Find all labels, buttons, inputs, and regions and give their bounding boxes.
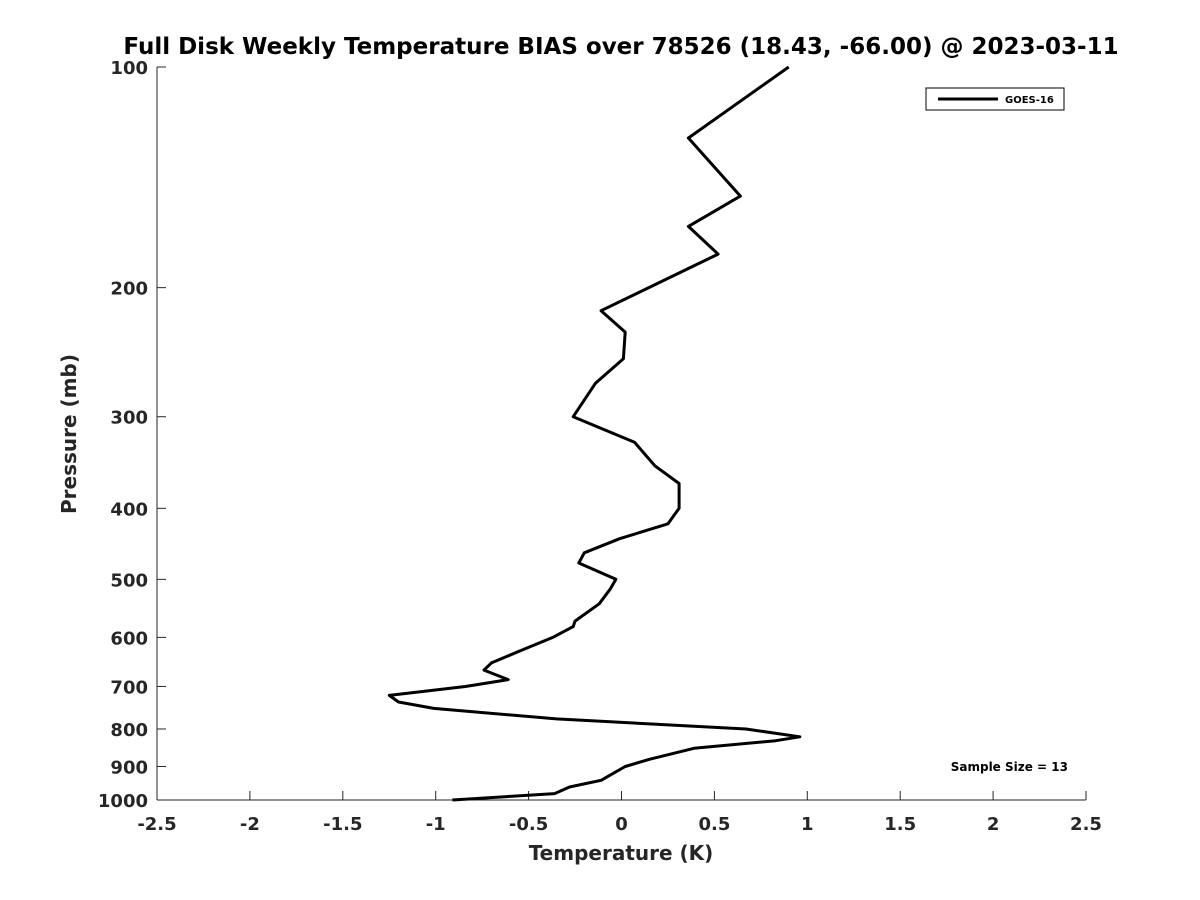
- x-tick-label: 2: [987, 814, 1000, 835]
- y-tick-label: 200: [110, 279, 148, 300]
- legend-label-goes-16: GOES-16: [1005, 95, 1054, 106]
- y-tick-label: 900: [110, 757, 148, 778]
- x-axis-label: Temperature (K): [529, 841, 714, 865]
- axes-background: [157, 67, 1086, 800]
- x-tick-label: -1: [426, 814, 446, 835]
- y-tick-label: 800: [110, 720, 148, 741]
- chart-title: Full Disk Weekly Temperature BIAS over 7…: [123, 34, 1118, 60]
- x-tick-label: 0.5: [698, 814, 730, 835]
- y-tick-label: 500: [110, 570, 148, 591]
- y-tick-label: 600: [110, 628, 148, 649]
- plot-area: [157, 67, 1086, 800]
- x-tick-label: 0: [615, 814, 628, 835]
- sample-size-annotation: Sample Size = 13: [951, 760, 1068, 774]
- x-tick-label: -2: [240, 814, 260, 835]
- y-tick-label: 400: [110, 499, 148, 520]
- y-axis-ticks: 100 200 300 400 500 600 700 800 900 1000: [98, 58, 166, 812]
- x-axis-ticks: -2.5 -2 -1.5 -1 -0.5 0 0.5 1 1.5 2 2.5: [137, 791, 1102, 835]
- y-tick-label: 1000: [98, 791, 148, 812]
- y-tick-label: 700: [110, 677, 148, 698]
- y-tick-label: 300: [110, 408, 148, 429]
- legend: GOES-16: [925, 87, 1065, 111]
- x-tick-label: 1.5: [884, 814, 916, 835]
- series-layer: [387, 65, 802, 802]
- x-tick-label: -1.5: [323, 814, 362, 835]
- series-line-goes-16: [387, 65, 802, 802]
- x-tick-label: 2.5: [1070, 814, 1102, 835]
- x-tick-label: -0.5: [509, 814, 548, 835]
- y-tick-label: 100: [110, 58, 148, 79]
- x-tick-label: -2.5: [137, 814, 176, 835]
- x-tick-label: 1: [801, 814, 814, 835]
- y-axis-label: Pressure (mb): [57, 354, 81, 514]
